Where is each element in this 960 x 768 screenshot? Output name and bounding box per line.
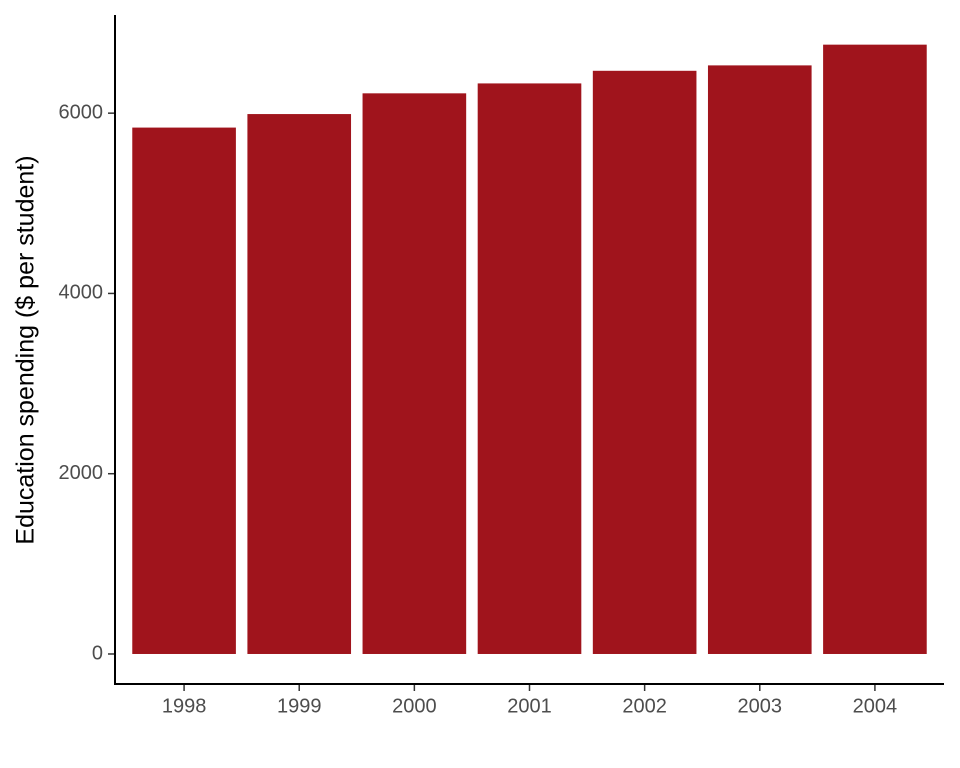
y-axis-title: Education spending ($ per student) (12, 155, 40, 544)
bar (592, 70, 697, 654)
y-tick-label: 2000 (59, 462, 104, 484)
x-tick-label: 2003 (738, 695, 783, 717)
y-tick-label: 0 (92, 642, 103, 664)
x-tick-label: 2001 (507, 695, 552, 717)
bar (707, 65, 812, 654)
x-tick-label: 2002 (622, 695, 667, 717)
x-tick-label: 1999 (277, 695, 322, 717)
bar (362, 93, 467, 654)
bar (823, 44, 927, 654)
x-tick-label: 2004 (853, 695, 898, 717)
x-tick-label: 1998 (162, 695, 207, 717)
bar (477, 83, 582, 654)
y-tick-label: 4000 (59, 282, 104, 304)
y-tick-label: 6000 (59, 101, 104, 123)
x-tick-label: 2000 (392, 695, 437, 717)
bar (247, 114, 352, 654)
bar (132, 127, 236, 654)
